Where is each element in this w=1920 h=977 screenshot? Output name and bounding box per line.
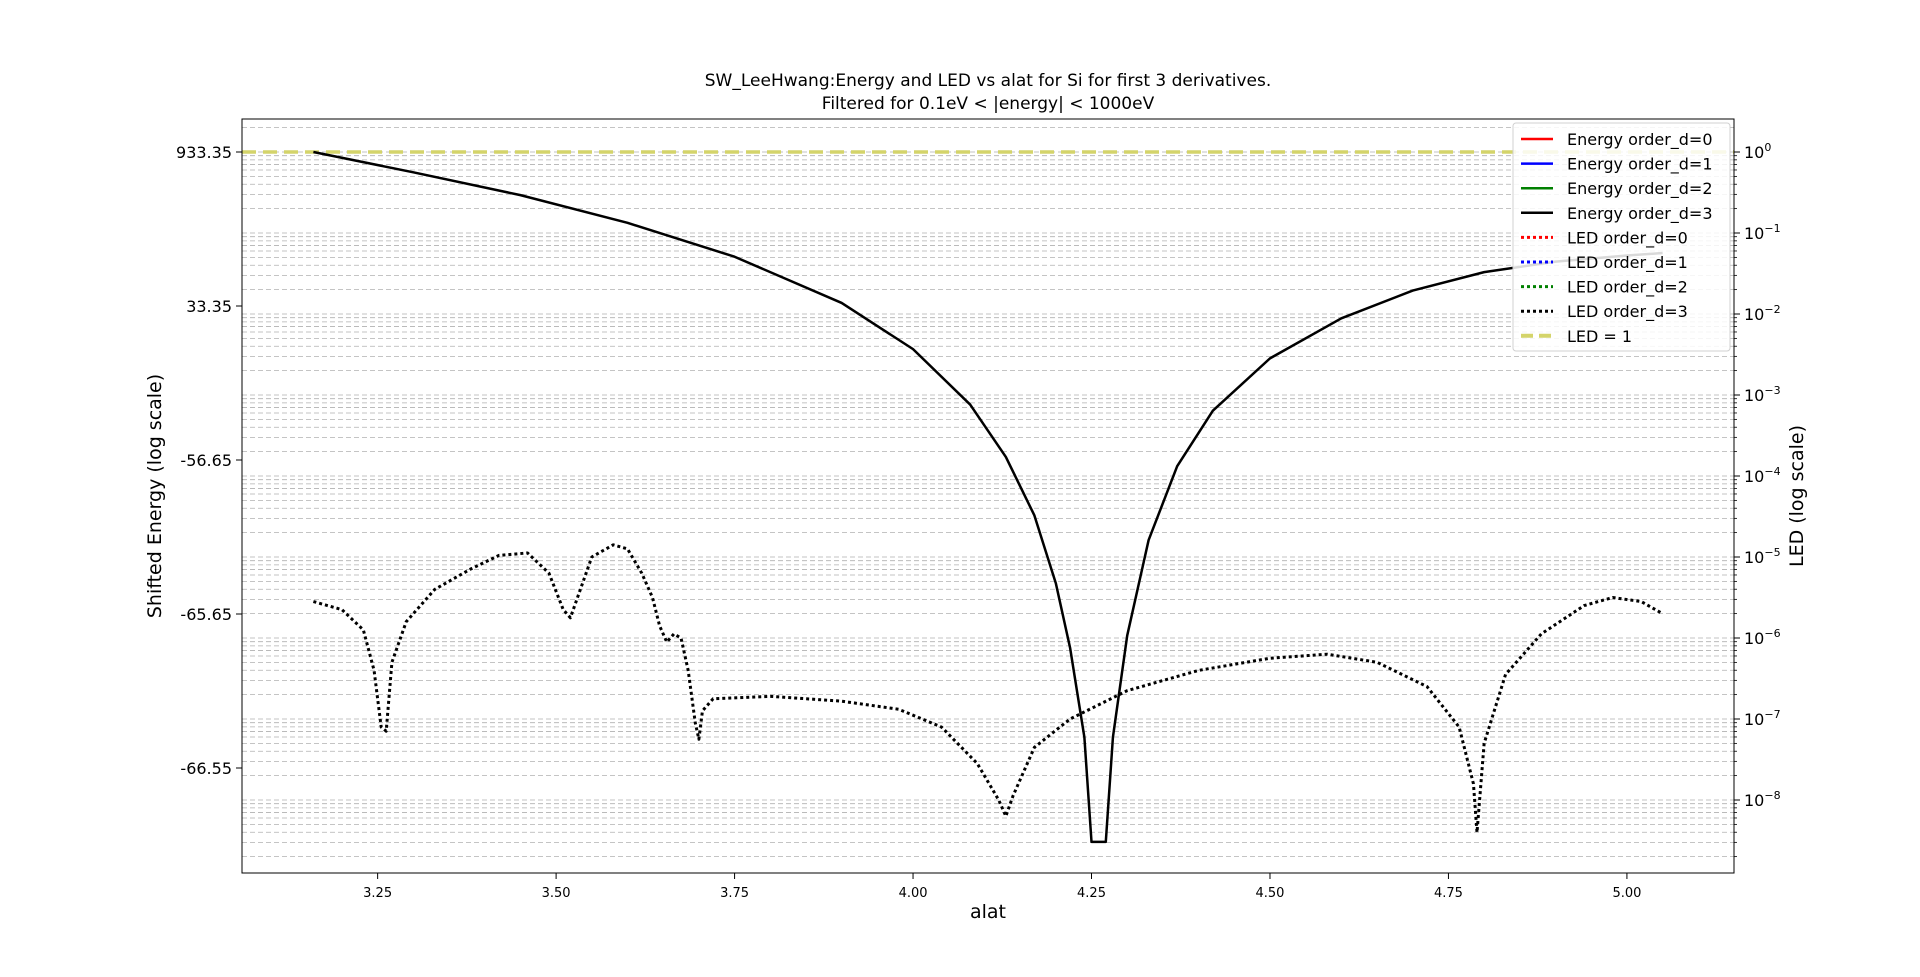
y-tick-label: 33.35 — [186, 297, 232, 316]
y2-tick-label: 10−4 — [1744, 465, 1781, 486]
legend-label: LED order_d=0 — [1567, 228, 1688, 248]
series-led-order-d3 — [312, 543, 1664, 834]
y2-tick-label: 10−6 — [1744, 627, 1781, 648]
legend-label: Energy order_d=0 — [1567, 130, 1713, 150]
legend-label: LED order_d=3 — [1567, 302, 1688, 322]
legend-label: Energy order_d=3 — [1567, 204, 1713, 224]
x-axis-ticks: 3.25 3.50 3.75 4.00 4.25 4.50 4.75 5.00 — [363, 873, 1641, 901]
legend-label: Energy order_d=1 — [1567, 155, 1713, 175]
y2-tick-label: 100 — [1744, 141, 1771, 162]
y-tick-label: -66.55 — [180, 759, 232, 778]
x-axis-label: alat — [970, 901, 1006, 923]
chart-subtitle: Filtered for 0.1eV < |energy| < 1000eV — [822, 94, 1155, 114]
x-tick-label: 4.25 — [1077, 886, 1106, 901]
legend-box — [1512, 122, 1731, 352]
y-tick-label: -56.65 — [180, 451, 232, 470]
plot-frame — [241, 118, 1735, 874]
series-energy-order-d3 — [313, 150, 1663, 844]
y-axis-ticks: 933.35 33.35 -56.65 -65.65 -66.55 — [176, 143, 242, 778]
legend-label: LED order_d=1 — [1567, 253, 1688, 273]
chart-title: SW_LeeHwang:Energy and LED vs alat for S… — [705, 71, 1271, 91]
legend-label: LED = 1 — [1567, 327, 1632, 346]
y-tick-label: 933.35 — [176, 143, 232, 162]
plot-series — [242, 150, 1734, 844]
y2-tick-label: 10−2 — [1744, 303, 1781, 324]
legend-label: Energy order_d=2 — [1567, 179, 1713, 199]
y2-axis-label: LED (log scale) — [1786, 425, 1808, 567]
x-tick-label: 3.25 — [363, 886, 392, 901]
x-tick-label: 3.50 — [542, 886, 571, 901]
y2-tick-label: 10−3 — [1744, 384, 1781, 405]
legend-label: LED order_d=2 — [1567, 278, 1688, 298]
legend: Energy order_d=0 Energy order_d=1 Energy o… — [1512, 122, 1731, 352]
x-tick-label: 3.75 — [720, 886, 749, 901]
y-tick-label: -65.65 — [180, 605, 232, 624]
x-tick-label: 4.75 — [1434, 886, 1463, 901]
y2-tick-label: 10−1 — [1744, 222, 1781, 243]
y2-axis-ticks: 100 10−1 10−2 10−3 10−4 10−5 10−6 10−7 10−8 — [1734, 141, 1781, 858]
y-axis-label: Shifted Energy (log scale) — [144, 374, 166, 618]
x-tick-label: 4.50 — [1256, 886, 1285, 901]
x-tick-label: 5.00 — [1612, 886, 1641, 901]
y2-tick-label: 10−5 — [1744, 546, 1781, 567]
y2-tick-label: 10−7 — [1744, 708, 1781, 729]
grid-lines — [242, 127, 1734, 858]
y2-tick-label: 10−8 — [1744, 789, 1781, 810]
x-tick-label: 4.00 — [899, 886, 928, 901]
